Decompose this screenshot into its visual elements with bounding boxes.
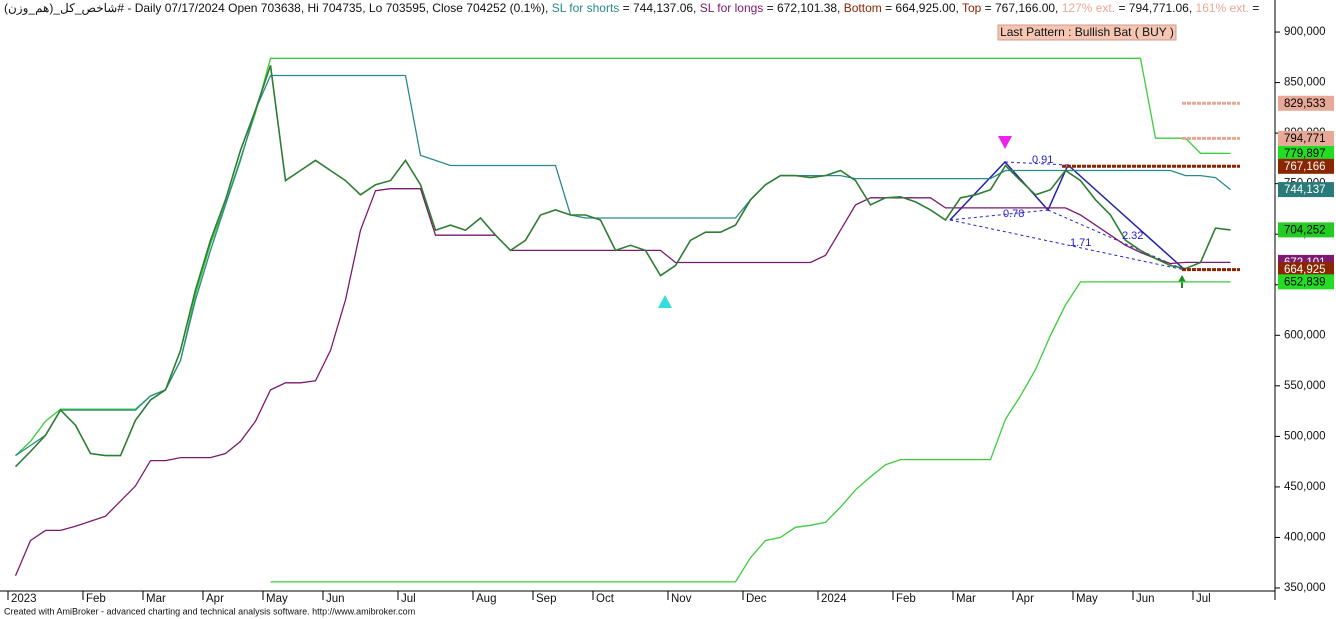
price-tag — [1278, 222, 1334, 238]
price-tag-label: 794,771 — [1284, 133, 1326, 145]
header-text: SL for shorts — [552, 1, 620, 15]
x-tick-label: Jun — [1136, 593, 1155, 605]
series-line — [14, 65, 1231, 468]
price-tag-label: 704,252 — [1284, 224, 1326, 236]
x-tick-label: Feb — [896, 593, 916, 605]
series-line — [15, 57, 1231, 457]
header-text: 161% ext. — [1196, 1, 1249, 15]
series-line — [270, 281, 1231, 583]
pattern-dash — [949, 209, 1049, 221]
x-tick-label: 2024 — [821, 593, 847, 605]
x-tick-label: Jul — [1196, 593, 1211, 605]
fib-ratio: 0.78 — [1003, 208, 1024, 220]
x-tick-label: Feb — [86, 593, 106, 605]
price-tag-label: 664,925 — [1284, 264, 1326, 276]
y-tick-label: 400,000 — [1284, 531, 1326, 543]
x-tick-label: Jun — [326, 593, 345, 605]
header-text: = 767,166.00, — [985, 1, 1059, 15]
series-line — [15, 74, 1231, 457]
x-tick-label: May — [266, 593, 288, 605]
price-tag-label: 652,839 — [1284, 276, 1326, 288]
header-text: = 794,771.06, — [1118, 1, 1192, 15]
header-text: = 672,101.38, — [767, 1, 841, 15]
header-text: SL for longs — [700, 1, 764, 15]
x-tick-label: Jul — [401, 593, 416, 605]
y-tick-label: 850,000 — [1284, 77, 1326, 89]
pattern-label: Last Pattern : Bullish Bat ( BUY ) — [1000, 25, 1174, 39]
y-tick-label: 350,000 — [1284, 582, 1326, 594]
header-text: = 664,925.00, — [885, 1, 959, 15]
header-text: = 744,137.06, — [623, 1, 697, 15]
price-tag — [1278, 274, 1334, 290]
header-text: Bottom — [844, 1, 882, 15]
x-tick-label: Aug — [476, 593, 496, 605]
header-text: Top — [962, 1, 982, 15]
fib-ratio: 1.71 — [1070, 237, 1091, 249]
sell-signal — [998, 136, 1012, 149]
header-text: شاخص_کل_(هم_وزن)# - Daily 07/17/2024 Ope… — [4, 1, 548, 15]
fib-ratio: 0.91 — [1032, 154, 1053, 166]
price-tag — [1278, 182, 1334, 198]
price-tag-label: 767,166 — [1284, 161, 1326, 173]
footer: Created with AmiBroker - advanced charti… — [4, 606, 415, 616]
x-tick-label: Oct — [596, 593, 615, 605]
x-tick-label: May — [1076, 593, 1098, 605]
price-tag-label: 779,897 — [1284, 148, 1326, 160]
price-tag — [1278, 158, 1334, 174]
x-tick-label: Nov — [671, 593, 692, 605]
buy-signal — [658, 295, 672, 308]
price-tag-label: 744,137 — [1284, 184, 1326, 196]
x-tick-label: Sep — [536, 593, 556, 605]
header-text: 127% ext. — [1062, 1, 1115, 15]
price-tag — [1278, 262, 1334, 278]
pattern-dash — [949, 219, 1186, 271]
x-tick-label: Mar — [956, 593, 976, 605]
x-tick-label: Mar — [146, 593, 166, 605]
pattern-dash — [1004, 161, 1069, 166]
y-tick-label: 900,000 — [1284, 26, 1326, 38]
y-tick-label: 500,000 — [1284, 430, 1326, 442]
price-tag — [1278, 145, 1334, 161]
price-tag — [1278, 130, 1334, 146]
x-tick-label: Apr — [1016, 593, 1034, 605]
chart-header: شاخص_کل_(هم_وزن)# - Daily 07/17/2024 Ope… — [4, 1, 1259, 15]
price-tag-label: 829,533 — [1284, 98, 1326, 110]
header-text: = — [1252, 1, 1259, 15]
y-tick-label: 450,000 — [1284, 481, 1326, 493]
fib-ratio: 2.32 — [1122, 230, 1143, 242]
series-line — [14, 188, 1231, 577]
pattern-box — [997, 24, 1177, 41]
price-tag — [1278, 95, 1334, 111]
x-tick-label: Dec — [746, 593, 767, 605]
arrow — [1178, 275, 1186, 282]
x-tick-label: Apr — [206, 593, 224, 605]
y-tick-label: 550,000 — [1284, 380, 1326, 392]
x-tick-label: 2023 — [11, 593, 37, 605]
y-tick-label: 600,000 — [1284, 329, 1326, 341]
